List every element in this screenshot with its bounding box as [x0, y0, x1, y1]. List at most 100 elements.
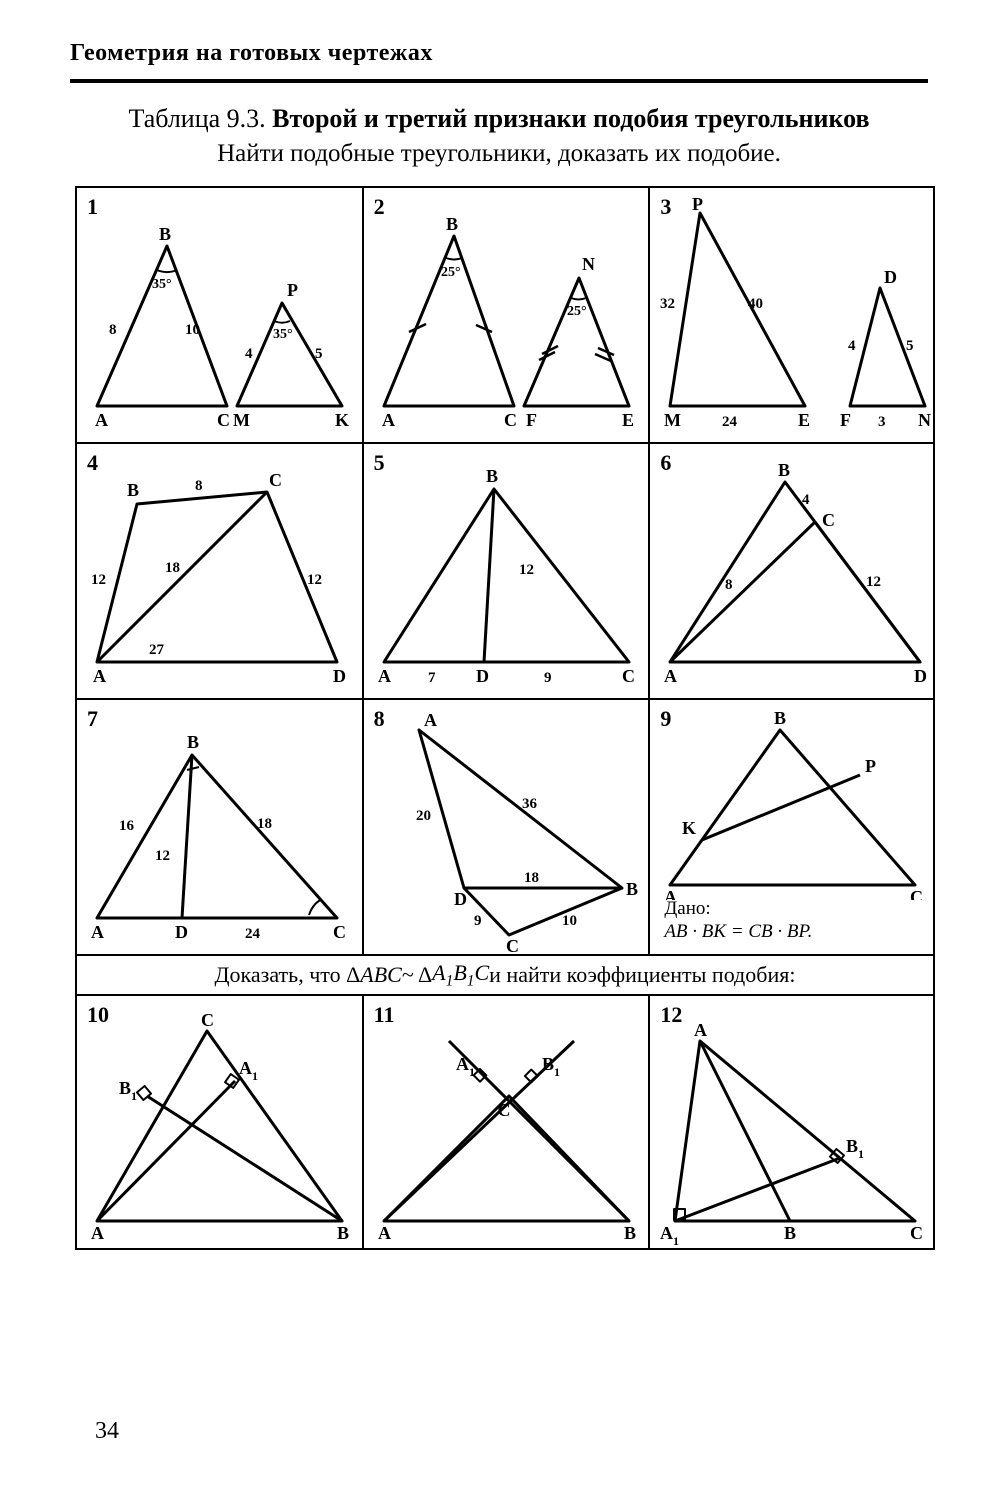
lbl-C: C: [201, 1010, 214, 1030]
lbl-M: M: [233, 410, 250, 430]
lbl-P: P: [865, 756, 876, 776]
val-20: 20: [416, 808, 431, 824]
lbl-B: B: [187, 732, 199, 752]
lbl-C: C: [910, 887, 923, 900]
lbl-C: C: [822, 510, 835, 530]
banner-b1: B: [453, 960, 466, 985]
lbl-C: C: [622, 666, 635, 686]
val-18: 18: [524, 870, 539, 886]
banner-prefix: Доказать, что Δ: [215, 962, 361, 988]
figure-5: A B C D 12 7 9: [364, 444, 650, 700]
lbl-B: B: [337, 1223, 349, 1243]
val-7: 7: [428, 670, 436, 686]
cell-10: 10 A B C A1 B1: [75, 994, 362, 1250]
figure-9: A B C K P: [650, 700, 936, 900]
title-prefix: Таблица 9.3.: [128, 104, 272, 133]
lbl-D: D: [914, 666, 927, 686]
lbl-D: D: [333, 666, 346, 686]
ang-35-p: 35°: [273, 327, 293, 342]
lbl-B: B: [127, 480, 139, 500]
lbl-A: A: [694, 1020, 707, 1040]
banner-tri1: ABC: [360, 962, 402, 988]
cell-2: 2 A B: [362, 186, 649, 442]
val-8: 8: [725, 577, 733, 593]
figure-2: A B C F N E 25° 25°: [364, 188, 650, 444]
lbl-C: C: [910, 1223, 923, 1243]
given-block: Дано: AB · BK = CB · BP.: [664, 897, 812, 945]
figure-10: A B C A1 B1: [77, 996, 363, 1252]
cell-9: 9 A B C K P Дано: AB · BK = CB · BP.: [648, 698, 935, 954]
figure-4: A B C D 12 8 12 18 27: [77, 444, 363, 700]
val-4: 4: [245, 346, 253, 362]
figure-1: A B C M P K 8 10 4 5 35° 35°: [77, 188, 363, 444]
ang-25-n: 25°: [567, 304, 587, 319]
cell-4: 4 A B C D 12 8 12 18 27: [75, 442, 362, 698]
val-4: 4: [802, 492, 810, 508]
lbl-A: A: [378, 666, 391, 686]
banner-tilde: ~ Δ: [402, 962, 432, 988]
grid-row: 1 A B C M P K 8 10 4: [75, 186, 935, 442]
val-40: 40: [748, 296, 763, 312]
running-head: Геометрия на готовых чертежах: [70, 40, 928, 83]
val-36: 36: [522, 796, 538, 812]
figure-11: A B C A1 B1: [364, 996, 650, 1252]
lbl-B: B: [159, 224, 171, 244]
val-12: 12: [155, 848, 170, 864]
val-8: 8: [195, 478, 203, 494]
lbl-P: P: [692, 194, 703, 214]
page: Геометрия на готовых чертежах Таблица 9.…: [0, 0, 988, 1500]
lbl-D: D: [884, 267, 897, 287]
val-9: 9: [544, 670, 552, 686]
banner-a1: A: [432, 960, 445, 985]
lbl-D: D: [476, 666, 489, 686]
val-12b: 12: [307, 572, 322, 588]
lbl-N: N: [918, 410, 931, 430]
lbl-B: B: [774, 708, 786, 728]
val-24: 24: [245, 926, 261, 942]
lbl-B1: B1: [846, 1136, 864, 1161]
grid-row-banner: Доказать, что ΔABC ~ ΔA1B1C и найти коэф…: [75, 954, 935, 994]
cell-6: 6 A B C D 4 8 12: [648, 442, 935, 698]
subtitle: Найти подобные треугольники, доказать их…: [70, 140, 928, 168]
lbl-A: A: [91, 1223, 104, 1243]
grid-row: 4 A B C D 12 8 12 18 27: [75, 442, 935, 698]
lbl-N: N: [582, 254, 595, 274]
title-bold: Второй и третий признаки подобия треугол…: [272, 104, 869, 133]
val-32: 32: [660, 296, 675, 312]
given-expr: AB · BK = CB · BP.: [664, 921, 812, 942]
lbl-A: A: [664, 666, 677, 686]
lbl-B: B: [626, 879, 638, 899]
val-5: 5: [906, 338, 914, 354]
lbl-C: C: [217, 410, 230, 430]
lbl-C: C: [497, 1100, 510, 1120]
lbl-B1: B1: [119, 1078, 137, 1103]
lbl-E: E: [798, 410, 810, 430]
ang-25-b: 25°: [441, 265, 461, 280]
val-12: 12: [866, 574, 881, 590]
val-3: 3: [878, 414, 886, 430]
banner-cell: Доказать, что ΔABC ~ ΔA1B1C и найти коэф…: [75, 954, 935, 994]
banner-text: Доказать, что ΔABC ~ ΔA1B1C и найти коэф…: [77, 956, 933, 994]
lbl-A: A: [424, 710, 437, 730]
cell-7: 7 A B C D 16 18 12 24: [75, 698, 362, 954]
title: Таблица 9.3. Второй и третий признаки по…: [70, 101, 928, 136]
lbl-E: E: [622, 410, 634, 430]
cell-5: 5 A B C D 12 7 9: [362, 442, 649, 698]
figure-7: A B C D 16 18 12 24: [77, 700, 363, 956]
lbl-B: B: [624, 1223, 636, 1243]
val-8: 8: [109, 322, 117, 338]
lbl-A: A: [95, 410, 108, 430]
val-5: 5: [315, 346, 323, 362]
lbl-B: B: [778, 460, 790, 480]
lbl-B: B: [486, 466, 498, 486]
val-16: 16: [119, 818, 135, 834]
figure-12: A B C A1 B1: [650, 996, 936, 1252]
lbl-P: P: [287, 280, 298, 300]
val-24: 24: [722, 414, 738, 430]
val-10: 10: [185, 322, 200, 338]
given-label: Дано:: [664, 898, 710, 919]
lbl-A1: A1: [660, 1223, 679, 1248]
lbl-B: B: [784, 1223, 796, 1243]
figure-6: A B C D 4 8 12: [650, 444, 936, 700]
grid-row: 10 A B C A1 B1: [75, 994, 935, 1250]
